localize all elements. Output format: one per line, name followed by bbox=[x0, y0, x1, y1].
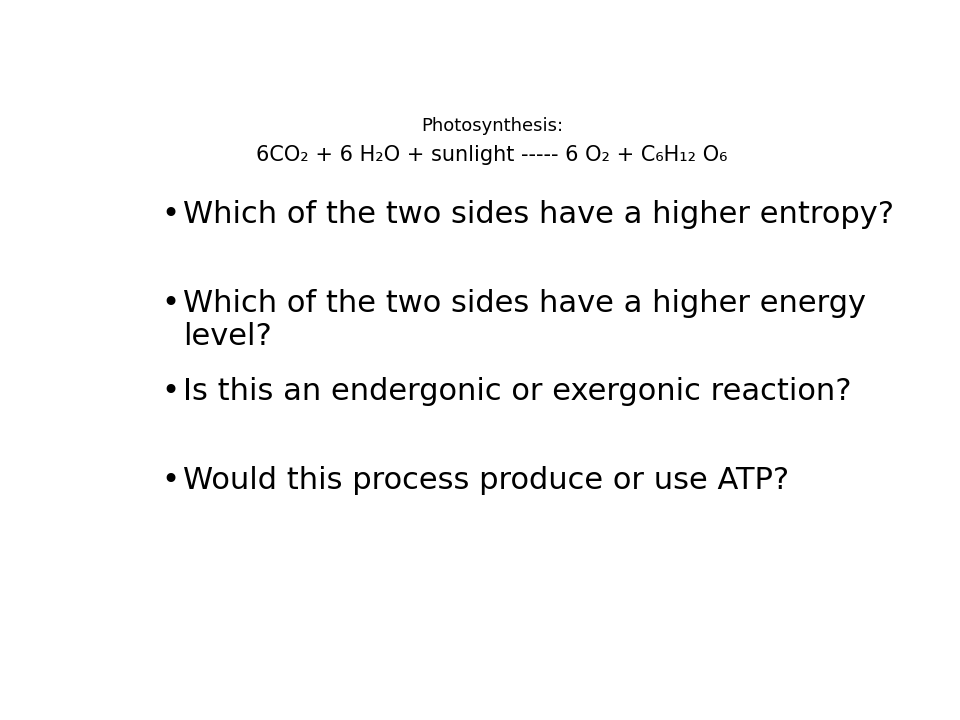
Text: Which of the two sides have a higher entropy?: Which of the two sides have a higher ent… bbox=[183, 200, 895, 229]
Text: Photosynthesis:: Photosynthesis: bbox=[420, 117, 564, 135]
Text: •: • bbox=[161, 466, 180, 495]
Text: •: • bbox=[161, 200, 180, 229]
Text: •: • bbox=[161, 289, 180, 318]
Text: •: • bbox=[161, 377, 180, 407]
Text: Would this process produce or use ATP?: Would this process produce or use ATP? bbox=[183, 466, 789, 495]
Text: Is this an endergonic or exergonic reaction?: Is this an endergonic or exergonic react… bbox=[183, 377, 852, 407]
Text: 6CO₂ + 6 H₂O + sunlight ----- 6 O₂ + C₆H₁₂ O₆: 6CO₂ + 6 H₂O + sunlight ----- 6 O₂ + C₆H… bbox=[256, 145, 728, 165]
Text: Which of the two sides have a higher energy
level?: Which of the two sides have a higher ene… bbox=[183, 289, 866, 351]
